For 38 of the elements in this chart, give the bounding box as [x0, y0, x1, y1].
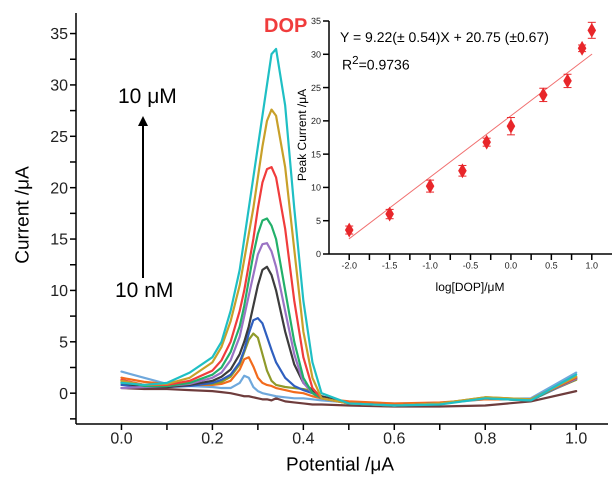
y-axis-title: Peak Current /μA [294, 88, 310, 182]
y-tick-label: 5 [316, 216, 321, 226]
x-tick-label: 0.2 [201, 430, 224, 448]
x-axis-title: log[DOP]/μM [436, 280, 504, 294]
y-tick-label: 15 [50, 232, 68, 249]
x-tick-label: 0.0 [504, 260, 518, 270]
y-tick-label: 15 [310, 149, 321, 160]
y-tick-label: 10 [50, 283, 68, 300]
y-tick-label: 20 [50, 180, 68, 198]
y-tick-label: 20 [310, 116, 321, 126]
y-tick-label: 25 [310, 82, 321, 93]
y-tick-label: 5 [59, 334, 68, 352]
y-tick-label: 10 [310, 182, 321, 193]
x-tick-label: 0.8 [474, 430, 496, 448]
y-tick-label: 30 [310, 49, 321, 60]
x-tick-label: 0.6 [383, 430, 406, 448]
x-tick-label: -0.5 [462, 260, 478, 270]
x-axis-title: Potential /μA [286, 454, 394, 478]
x-tick-label: 1.0 [586, 260, 598, 270]
annotation: R$^{2}$=0.9736 [342, 54, 410, 73]
x-tick-label: -1.5 [382, 260, 398, 270]
y-tick-label: 25 [50, 128, 68, 146]
x-tick-label: 0.0 [110, 430, 133, 448]
x-tick-label: 0.4 [292, 430, 315, 448]
x-tick-label: 1.0 [565, 430, 588, 448]
y-tick-label: 35 [310, 16, 321, 26]
y-tick-label: 35 [50, 26, 68, 44]
annotation: 10 μM [118, 85, 177, 108]
annotation: DOP [264, 15, 308, 37]
x-tick-label: -2.0 [341, 260, 357, 270]
y-axis-title: Current /μA [12, 166, 35, 264]
y-tick-label: 0 [59, 386, 68, 403]
y-tick-label: 30 [50, 78, 68, 95]
y-tick-label: 0 [316, 249, 321, 260]
annotation: 10 nM [115, 279, 174, 302]
annotation: Y = 9.22(± 0.54)X + 20.75 (±0.67) [340, 29, 549, 45]
x-tick-label: -1.0 [422, 260, 438, 270]
x-tick-label: 0.5 [545, 260, 558, 270]
